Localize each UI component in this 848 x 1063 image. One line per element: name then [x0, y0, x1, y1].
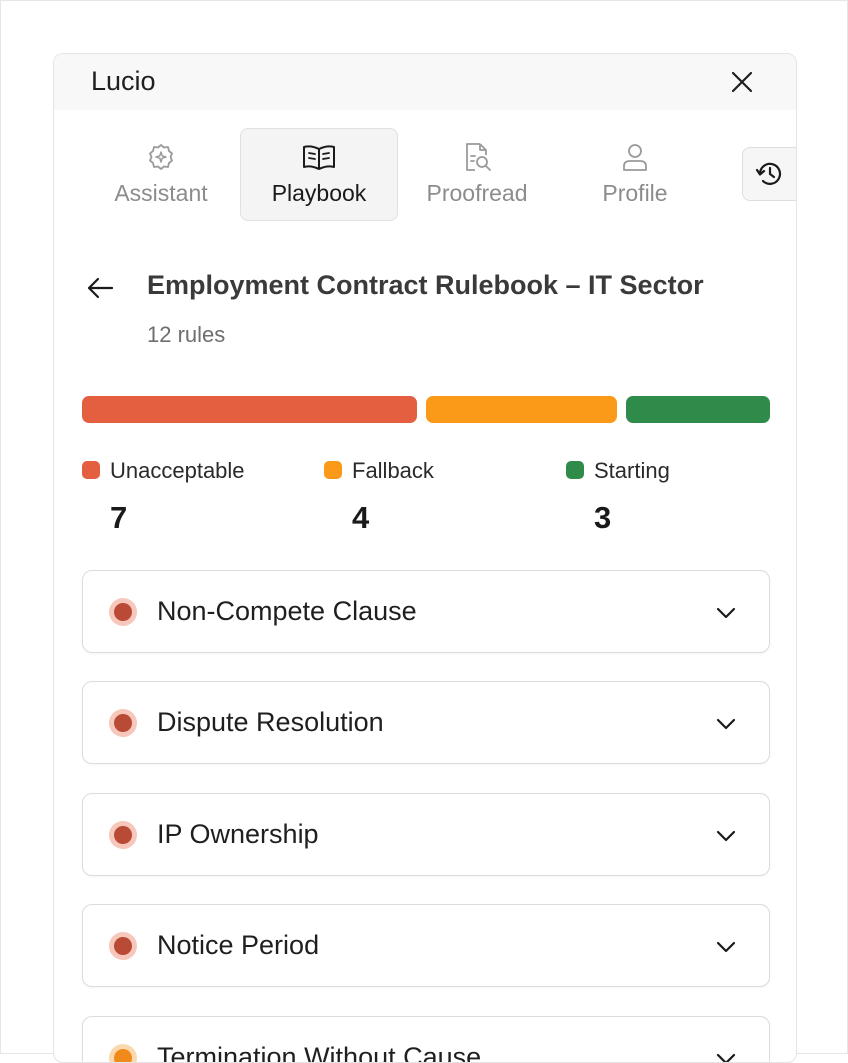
- user-icon: [623, 144, 647, 171]
- rule-item-termination-without-cause[interactable]: Termination Without Cause: [82, 1016, 770, 1063]
- tab-assistant[interactable]: Assistant: [82, 128, 240, 221]
- legend-label: Unacceptable: [110, 458, 245, 483]
- legend-swatch: [324, 461, 342, 479]
- tab-label: Playbook: [271, 180, 367, 206]
- distribution-segment-starting: [626, 396, 770, 423]
- tab-label: Proofread: [426, 180, 528, 206]
- history-icon: [755, 162, 782, 185]
- back-button[interactable]: [82, 270, 118, 306]
- legend-count: 3: [594, 500, 612, 535]
- distribution-segment-unacceptable: [82, 396, 417, 423]
- page-title: Employment Contract Rulebook – IT Sector: [147, 270, 704, 300]
- legend-swatch: [82, 461, 100, 479]
- chevron-down-icon[interactable]: [711, 709, 741, 739]
- close-icon: [731, 71, 753, 93]
- chevron-down-icon[interactable]: [711, 932, 741, 962]
- status-indicator: [109, 598, 137, 626]
- side-panel: Lucio Assistant: [53, 53, 797, 1063]
- rule-name: Termination Without Cause: [157, 1042, 482, 1063]
- tab-profile[interactable]: Profile: [556, 128, 714, 221]
- legend-count: 4: [352, 500, 370, 535]
- distribution-segment-fallback: [426, 396, 618, 423]
- arrow-left-icon: [87, 277, 114, 299]
- rule-name: Dispute Resolution: [157, 707, 384, 737]
- title-bar: Lucio: [54, 54, 796, 110]
- rule-name: IP Ownership: [157, 819, 319, 849]
- app-title: Lucio: [91, 66, 156, 96]
- close-button[interactable]: [726, 66, 758, 98]
- status-indicator: [109, 709, 137, 737]
- tab-label: Assistant: [114, 180, 208, 206]
- tab-playbook[interactable]: Playbook: [240, 128, 398, 221]
- rule-count: 12 rules: [147, 322, 226, 347]
- tab-proofread[interactable]: Proofread: [398, 128, 556, 221]
- book-open-icon: [303, 145, 335, 170]
- rule-item-dispute-resolution[interactable]: Dispute Resolution: [82, 681, 770, 764]
- rule-item-non-compete-clause[interactable]: Non-Compete Clause: [82, 570, 770, 653]
- status-indicator: [109, 821, 137, 849]
- rule-item-notice-period[interactable]: Notice Period: [82, 904, 770, 987]
- chevron-down-icon[interactable]: [711, 821, 741, 851]
- legend-swatch: [566, 461, 584, 479]
- rule-name: Notice Period: [157, 930, 320, 960]
- document-search-icon: [466, 143, 491, 171]
- history-button[interactable]: [742, 147, 796, 201]
- rule-item-ip-ownership[interactable]: IP Ownership: [82, 793, 770, 876]
- legend-count: 7: [110, 500, 128, 535]
- sparkle-badge-icon: [149, 144, 173, 170]
- rule-name: Non-Compete Clause: [157, 596, 417, 626]
- legend-label: Fallback: [352, 458, 434, 483]
- chevron-down-icon[interactable]: [711, 598, 741, 628]
- legend-label: Starting: [594, 458, 670, 483]
- tab-label: Profile: [602, 180, 668, 206]
- status-indicator: [109, 932, 137, 960]
